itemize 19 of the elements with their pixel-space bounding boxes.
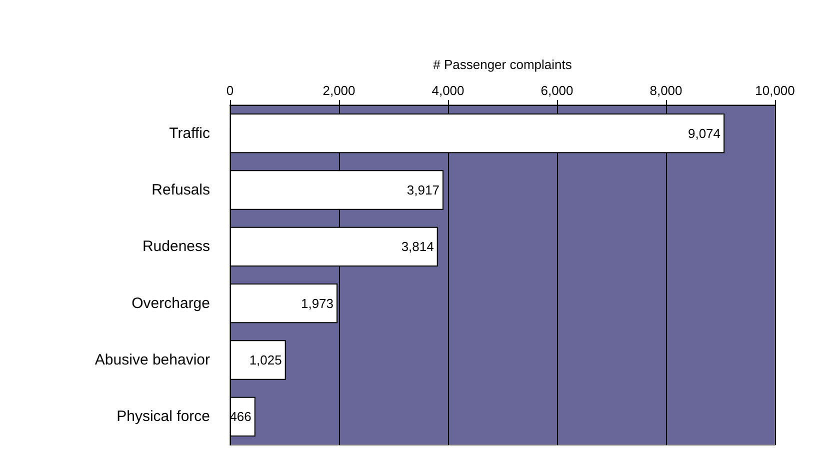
data-label: 1,973 (300, 296, 334, 311)
data-label: 9,074 (688, 126, 721, 141)
x-tick-label: 4,000 (432, 83, 464, 98)
y-tick-label: Rudeness (142, 238, 210, 256)
x-tick-label: 10,000 (755, 83, 795, 98)
data-label: 466 (230, 409, 252, 424)
y-tick-label: Refusals (152, 182, 210, 198)
x-tick-label: 8,000 (650, 83, 682, 98)
y-tick-label: Abusive behavior (94, 352, 210, 368)
x-axis-title: # Passenger complaints (433, 57, 572, 72)
x-tick-label: 6,000 (540, 83, 574, 98)
data-label: 1,025 (249, 352, 282, 368)
data-label: 3,814 (401, 239, 434, 254)
data-label: 3,917 (406, 182, 440, 198)
y-tick-label: Physical force (116, 408, 210, 426)
x-tick-label: 2,000 (322, 83, 356, 98)
y-tick-label: Overcharge (132, 294, 210, 312)
x-tick-label: 0 (226, 83, 234, 98)
y-tick-label: Traffic (169, 124, 210, 142)
